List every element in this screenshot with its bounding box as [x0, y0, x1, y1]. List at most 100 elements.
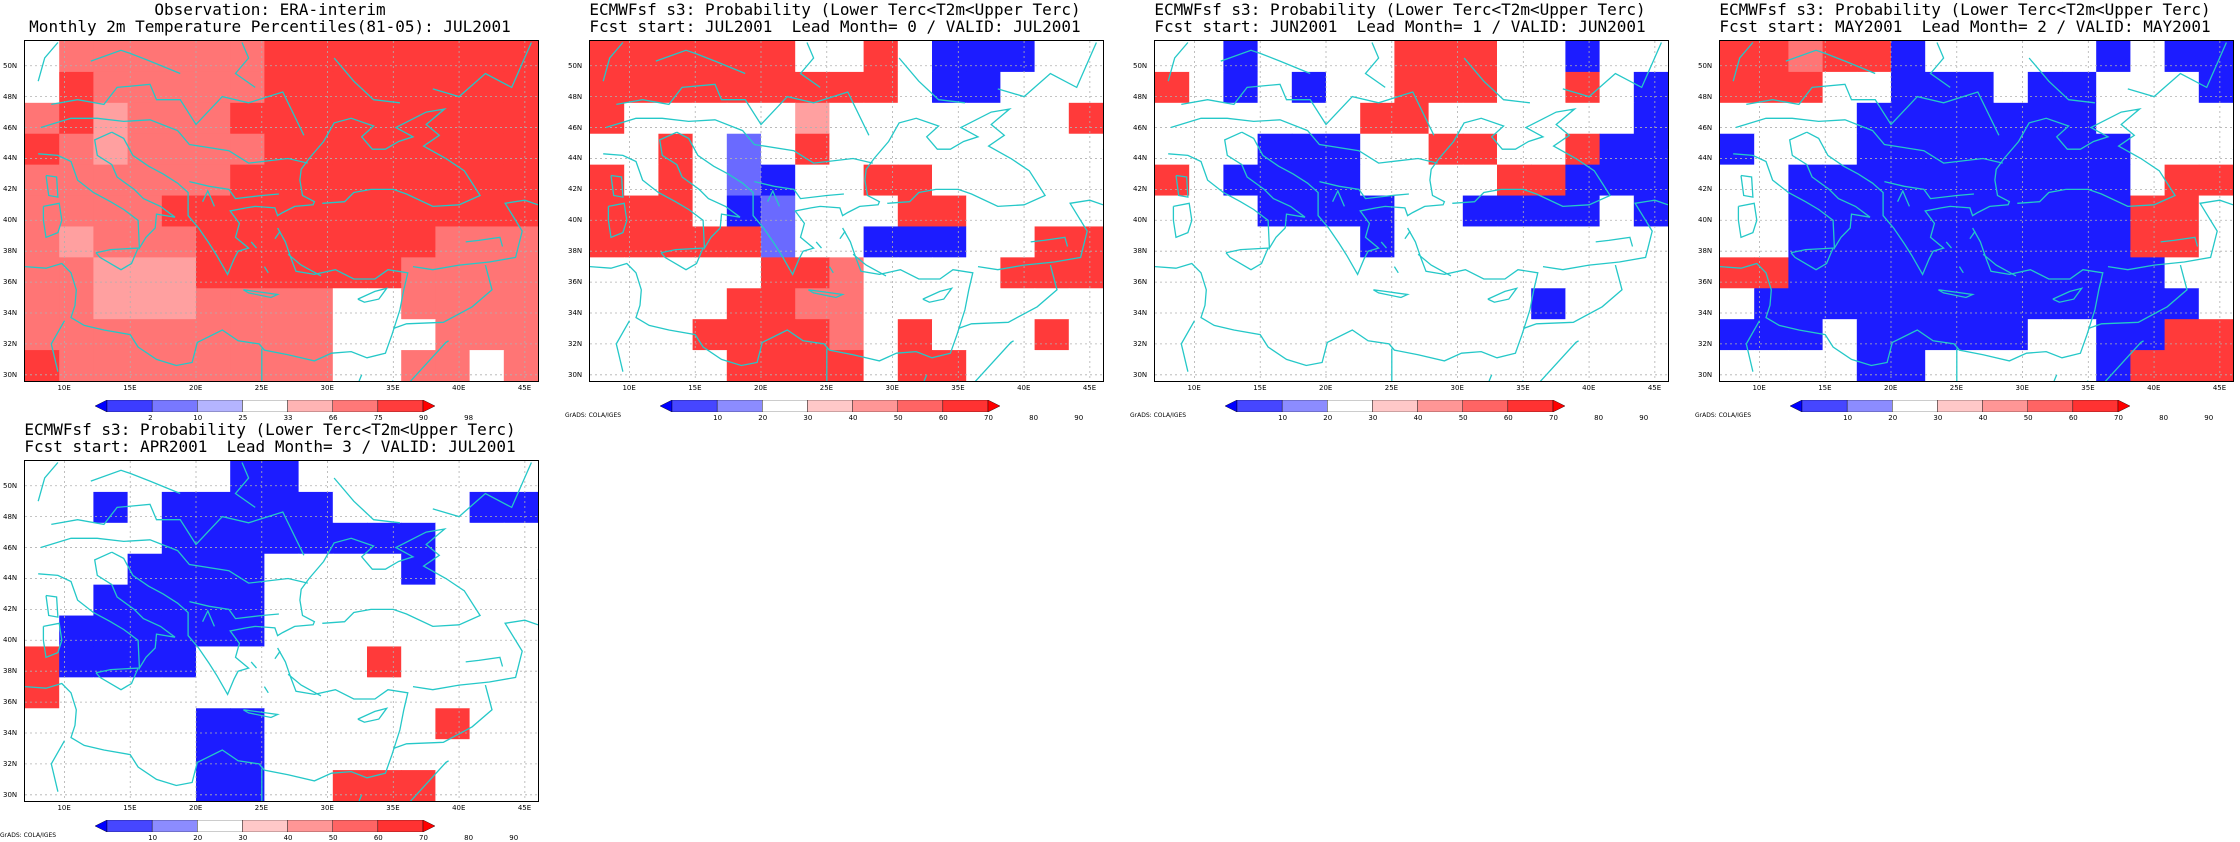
grid-cell [2096, 41, 2131, 73]
grid-cell [1360, 288, 1395, 320]
grid-cell [1462, 319, 1498, 351]
grid-cell [469, 71, 505, 104]
grid-cell [367, 584, 402, 617]
grid-cell [264, 615, 300, 648]
grid-cell [435, 461, 471, 493]
color-bar-tick-label: 10 [713, 414, 723, 422]
grid-cell [1291, 102, 1327, 135]
color-bar-swatch [151, 820, 198, 832]
grid-cell [897, 257, 933, 289]
coastline [977, 199, 1103, 271]
grid-cell [2062, 195, 2097, 228]
color-bar-tick-label: 10 [1843, 414, 1853, 422]
grid-cell [59, 257, 94, 289]
grid-cell [1223, 41, 1259, 73]
color-bar-tick-label: 30 [803, 414, 813, 422]
coastline [1332, 189, 1345, 207]
coastline [243, 289, 280, 299]
grid-cell [1856, 164, 1892, 197]
grid-cell [2130, 350, 2166, 381]
lat-tick-label: 38N [1698, 247, 1713, 256]
color-bar-swatch [242, 820, 288, 832]
coastline [189, 600, 279, 620]
grid-cell [59, 739, 94, 771]
grid-cell [1720, 164, 1755, 197]
coastline [607, 202, 628, 239]
grid-cell [829, 71, 865, 104]
lon-tick-label: 20E [189, 384, 203, 392]
grid-cell [2130, 133, 2166, 166]
lat-tick-label: 30N [1133, 370, 1148, 379]
grid-cell [1720, 102, 1755, 135]
grid-cell [2198, 102, 2233, 135]
grid-cell [469, 319, 505, 351]
grid-cell [230, 288, 265, 320]
grid-cell [332, 257, 368, 289]
grid-cell [1000, 133, 1036, 166]
grid-cell [624, 41, 659, 73]
grid-cell [1034, 164, 1070, 197]
grid-cell [264, 584, 300, 617]
map-frame [1719, 40, 2234, 382]
grid-cell [897, 350, 933, 381]
grid-cell [863, 71, 899, 104]
coastline [2028, 57, 2095, 104]
grid-cell [1720, 71, 1755, 104]
grid-cell [332, 319, 368, 351]
grid-cell [761, 71, 796, 104]
grid-cell [1034, 102, 1070, 135]
color-bar-swatch [197, 400, 243, 412]
lon-tick-label: 25E [254, 804, 269, 812]
grid-cell [795, 257, 830, 289]
grid-cell [230, 195, 265, 228]
lon-tick-label: 40E [452, 384, 466, 392]
coastline [1982, 253, 2017, 277]
grid-cell [1925, 102, 1960, 135]
grid-cell [230, 739, 265, 771]
grid-cell [1856, 133, 1892, 166]
coastline [1393, 266, 1399, 274]
lat-tick-label: 32N [1698, 339, 1713, 348]
grid-cell [1000, 350, 1036, 381]
grid-cell [161, 319, 197, 351]
grid-cell [1360, 102, 1395, 135]
grid-cell [332, 288, 368, 320]
coastline [1225, 247, 1270, 271]
grid-cell [196, 195, 231, 228]
grid-cell [367, 461, 402, 493]
map-canvas [1155, 41, 1668, 381]
color-bar-swatch [332, 820, 379, 832]
color-bar-tick-label: 80 [1029, 414, 1039, 422]
grid-cell [1223, 226, 1259, 258]
grid-cell [966, 164, 1001, 197]
grid-cell [1633, 164, 1668, 197]
grid-cell [435, 553, 471, 586]
coastline [1404, 230, 1411, 240]
map-canvas [1720, 41, 2233, 381]
color-bar-tick-label: 80 [1594, 414, 1604, 422]
grid-cell [367, 677, 402, 709]
grid-cell [692, 350, 728, 381]
color-bar-swatch [422, 400, 435, 412]
color-bar-tick-label: 30 [238, 834, 248, 842]
grid-cell [435, 739, 471, 771]
grid-cell [503, 226, 538, 258]
grid-cell [401, 164, 436, 197]
grid-cell [1189, 41, 1224, 73]
grid-cell [1633, 257, 1668, 289]
grid-cell [25, 553, 60, 586]
grid-cell [1599, 319, 1635, 351]
color-bar-swatch [1327, 400, 1373, 412]
grid-cell [1034, 71, 1070, 104]
color-bar-tick-label: 98 [464, 414, 474, 422]
color-bar-tick-label: 80 [464, 834, 474, 842]
grid-cell [1462, 257, 1498, 289]
grid-cell [196, 257, 231, 289]
grid-cell [1155, 195, 1190, 228]
grid-cell [25, 102, 60, 135]
grid-cell [161, 491, 197, 524]
grid-cell [1531, 350, 1566, 381]
grid-cell [401, 41, 436, 73]
grid-cell [230, 677, 265, 709]
grid-cell [298, 226, 334, 258]
